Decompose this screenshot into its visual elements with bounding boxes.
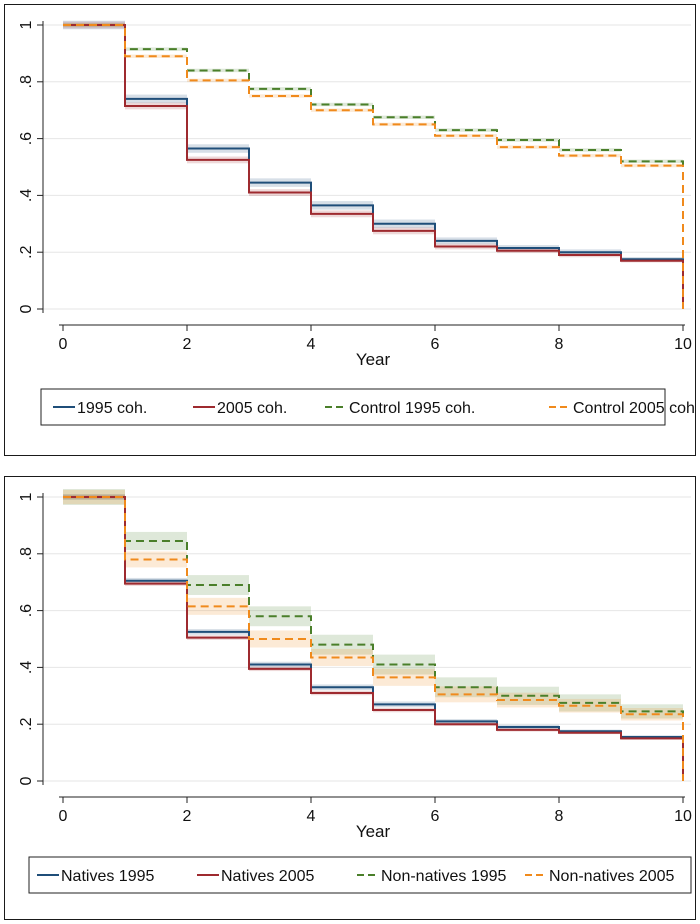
confidence-band <box>187 575 249 595</box>
y-tick-label: .2 <box>18 245 35 258</box>
legend-label: 2005 coh. <box>217 400 287 417</box>
legend-label: Natives 1995 <box>61 868 154 885</box>
confidence-band <box>497 138 559 142</box>
chart-panel-top: 0.2.4.6.8 1 0 2 4 6 8 10 Year 1995 coh. 2005 coh. C… <box>4 4 696 456</box>
y-tick-label: .2 <box>18 717 35 730</box>
confidence-band <box>373 122 435 127</box>
series-line-4 <box>63 24 684 309</box>
series-line-3 <box>63 496 684 781</box>
legend-label: Non-natives 1995 <box>381 868 507 885</box>
x-tick-label: 8 <box>555 336 564 353</box>
y-tick-label: .8 <box>18 75 35 88</box>
x-axis-title: Year <box>356 822 391 841</box>
confidence-band <box>621 159 683 164</box>
plot-area <box>45 497 691 787</box>
y-tick-label: .6 <box>18 604 35 617</box>
confidence-band <box>125 551 187 568</box>
legend-label: Natives 2005 <box>221 868 314 885</box>
y-tick-label: .4 <box>18 189 35 202</box>
x-tick-label: 4 <box>307 808 316 825</box>
y-tick-label: 0 <box>18 304 35 313</box>
plot-area <box>45 25 691 315</box>
y-tick-label: 1 <box>18 20 35 29</box>
confidence-band <box>311 634 373 655</box>
confidence-band <box>435 677 497 698</box>
x-axis-title: Year <box>356 350 391 369</box>
legend-label: 1995 coh. <box>77 400 147 417</box>
series-line-4 <box>63 496 684 781</box>
legend-label: Non-natives 2005 <box>549 868 675 885</box>
chart-panel-bottom: 0.2.4.6.8 1 0 2 4 6 8 10 Year Natives 1995 Natives… <box>4 476 696 920</box>
y-tick-label: .4 <box>18 661 35 674</box>
x-tick-label: 4 <box>307 336 316 353</box>
confidence-band <box>311 648 373 666</box>
y-tick-label: .6 <box>18 132 35 145</box>
x-tick-label: 10 <box>674 808 692 825</box>
x-tick-label: 6 <box>431 336 440 353</box>
confidence-band <box>249 606 311 627</box>
y-tick-label: .8 <box>18 547 35 560</box>
series-line-2 <box>63 24 684 309</box>
x-tick-label: 2 <box>183 336 192 353</box>
legend-label: Control 1995 coh. <box>349 400 475 417</box>
y-tick-label: 0 <box>18 776 35 785</box>
x-tick-label: 2 <box>183 808 192 825</box>
x-tick-label: 10 <box>674 336 692 353</box>
y-tick-label: 1 <box>18 492 35 501</box>
x-tick-label: 6 <box>431 808 440 825</box>
x-tick-label: 0 <box>59 808 68 825</box>
x-tick-label: 8 <box>555 808 564 825</box>
legend-label: Control 2005 coh. <box>573 400 695 417</box>
x-tick-label: 0 <box>59 336 68 353</box>
